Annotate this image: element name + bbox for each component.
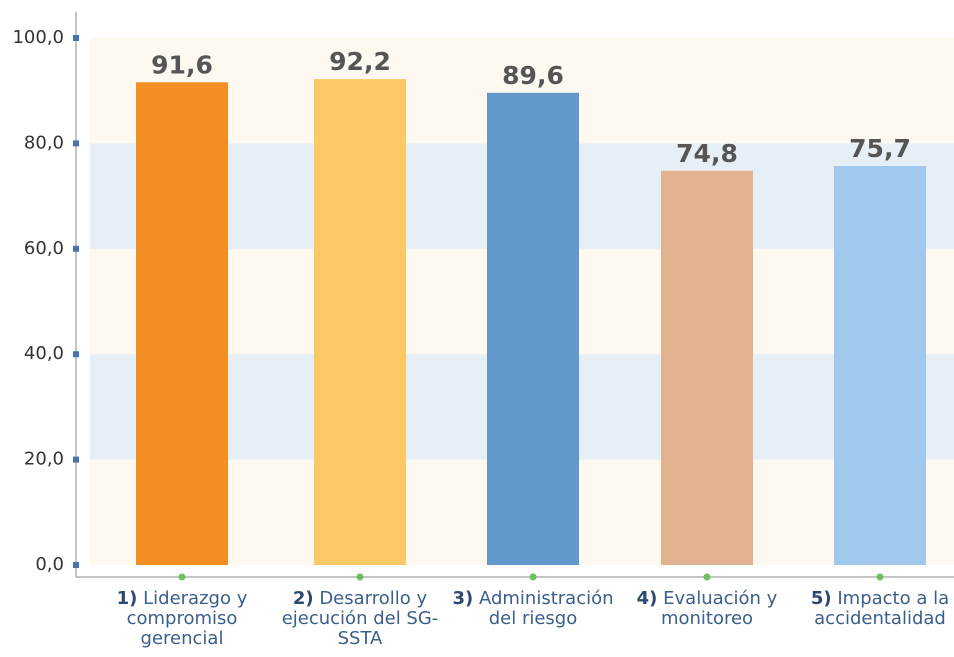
bar	[314, 79, 406, 565]
value-label: 91,6	[151, 50, 213, 79]
y-tick-label: 60,0	[24, 238, 64, 259]
x-tick-label: 3) Administración del riesgo	[452, 588, 614, 629]
y-tick-label: 100,0	[12, 27, 64, 48]
bar	[661, 170, 753, 565]
x-tick-dot	[703, 573, 711, 581]
y-tick	[73, 140, 79, 147]
value-label: 74,8	[676, 139, 738, 168]
value-label: 92,2	[329, 47, 391, 76]
y-tick	[73, 351, 79, 358]
y-tick-label: 0,0	[35, 554, 64, 575]
x-tick-label: 4) Evaluación y monitoreo	[636, 588, 778, 629]
value-label: 75,7	[849, 134, 911, 163]
x-tick-label: 2) Desarrollo y ejecución del SG-SSTA	[281, 588, 439, 649]
y-tick	[73, 35, 79, 41]
value-label: 89,6	[502, 61, 564, 90]
x-tick-dot	[178, 573, 186, 581]
y-tick-label: 80,0	[24, 132, 64, 153]
y-tick	[73, 456, 79, 463]
y-tick-label: 40,0	[24, 343, 64, 364]
y-tick	[73, 245, 79, 252]
y-tick	[73, 562, 79, 568]
bar	[834, 166, 926, 565]
y-tick-label: 20,0	[24, 449, 64, 470]
bar	[136, 82, 228, 565]
x-tick-label: 1) Liderazgo y compromiso gerencial	[116, 588, 248, 649]
x-tick-label: 5) Impacto a la accidentalidad	[810, 588, 950, 629]
x-tick-dot	[529, 573, 537, 581]
x-tick-dot	[356, 573, 364, 581]
bar	[487, 92, 579, 566]
x-tick-dot	[876, 573, 884, 581]
